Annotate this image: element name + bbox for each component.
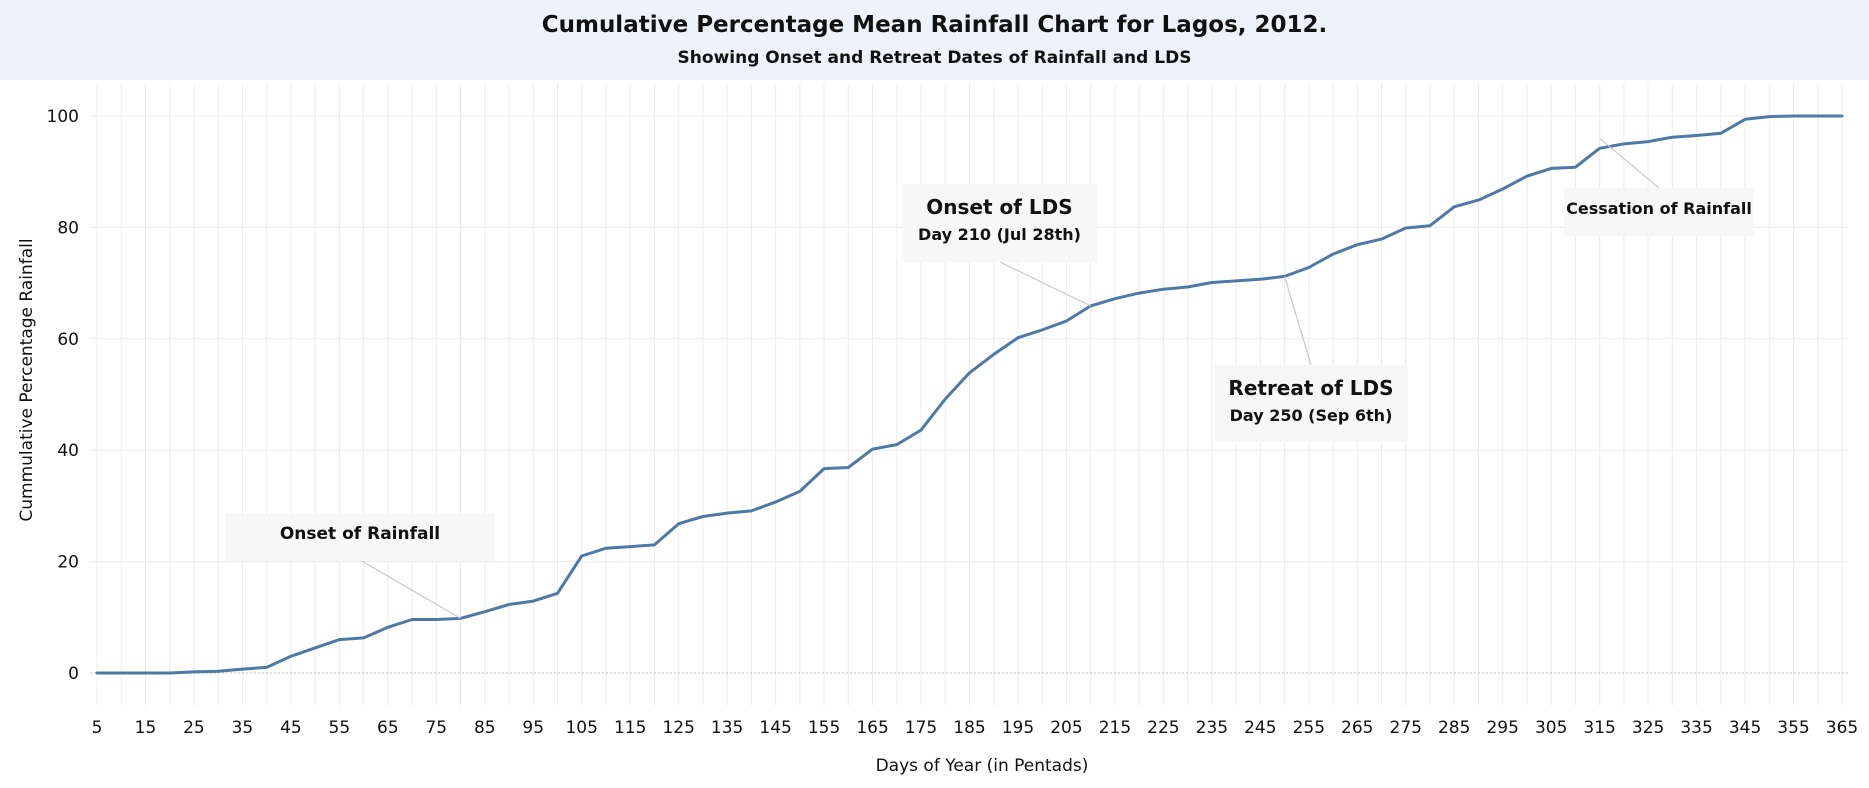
annotation-box (902, 184, 1097, 262)
y-axis: 0 20 40 60 80 100 (47, 107, 79, 684)
series-layer (95, 114, 1844, 675)
x-tick-label: 275 (1390, 718, 1422, 738)
x-tick-label: 35 (232, 718, 254, 738)
annotation-box (1564, 188, 1754, 236)
x-tick-label: 95 (522, 718, 544, 738)
x-tick-label: 115 (614, 718, 646, 738)
grid (90, 84, 1848, 705)
x-tick-label: 305 (1535, 718, 1567, 738)
x-tick-label: 65 (377, 718, 399, 738)
x-tick-label: 195 (1002, 718, 1034, 738)
x-tick-label: 325 (1632, 718, 1664, 738)
annotation-date: Day 210 (Jul 28th) (918, 225, 1081, 244)
annotation: Onset of Rainfall (225, 514, 495, 619)
y-axis-title: Cummulative Percentage Rainfall (17, 238, 37, 521)
x-tick-label: 55 (329, 718, 351, 738)
annotation-box (1214, 365, 1408, 442)
chart-subtitle: Showing Onset and Retreat Dates of Rainf… (677, 48, 1192, 68)
x-tick-label: 335 (1680, 718, 1712, 738)
x-tick-label: 205 (1050, 718, 1082, 738)
x-tick-label: 225 (1147, 718, 1179, 738)
annotation: Cessation of Rainfall (1564, 137, 1754, 236)
x-tick-label: 15 (135, 718, 157, 738)
annotation-title: Cessation of Rainfall (1566, 199, 1752, 218)
x-tick-label: 145 (759, 718, 791, 738)
x-tick-label: 235 (1196, 718, 1228, 738)
x-tick-label: 355 (1777, 718, 1809, 738)
y-tick-label: 20 (57, 553, 79, 573)
annotation-leader-line (999, 261, 1091, 307)
x-tick-label: 135 (711, 718, 743, 738)
x-axis: 5 15 25 35 45 55 65 75 85 95 105 115 125 135 145 155 165… (92, 718, 1859, 738)
annotations: Onset of Rainfall Onset of LDS Day 210 (Ju… (225, 137, 1754, 619)
x-tick-label: 365 (1826, 718, 1858, 738)
x-tick-label: 5 (92, 718, 103, 738)
annotation-box (225, 514, 495, 561)
annotation-leader-line (1283, 276, 1312, 366)
chart-header: Cumulative Percentage Mean Rainfall Char… (0, 0, 1869, 80)
x-tick-label: 265 (1341, 718, 1373, 738)
x-tick-label: 245 (1244, 718, 1276, 738)
x-tick-label: 255 (1293, 718, 1325, 738)
annotation-leader-line (1599, 137, 1660, 189)
x-tick-label: 25 (183, 718, 205, 738)
x-tick-label: 155 (808, 718, 840, 738)
y-tick-label: 60 (57, 330, 79, 350)
chart-title: Cumulative Percentage Mean Rainfall Char… (541, 12, 1328, 38)
x-tick-label: 165 (856, 718, 888, 738)
x-tick-label: 85 (474, 718, 496, 738)
annotation-title: Onset of LDS (926, 195, 1072, 219)
y-tick-label: 100 (47, 107, 79, 127)
series-line (95, 114, 1844, 675)
annotation-title: Retreat of LDS (1228, 376, 1393, 400)
x-tick-label: 315 (1583, 718, 1615, 738)
annotation: Retreat of LDS Day 250 (Sep 6th) (1214, 276, 1408, 442)
x-tick-label: 345 (1729, 718, 1761, 738)
y-tick-label: 0 (68, 664, 79, 684)
annotation-title: Onset of Rainfall (280, 524, 440, 544)
x-tick-label: 295 (1486, 718, 1518, 738)
annotation-date: Day 250 (Sep 6th) (1230, 406, 1393, 425)
x-tick-label: 45 (280, 718, 302, 738)
x-tick-label: 175 (905, 718, 937, 738)
x-tick-label: 105 (565, 718, 597, 738)
y-tick-label: 40 (57, 441, 79, 461)
x-tick-label: 185 (953, 718, 985, 738)
x-tick-label: 285 (1438, 718, 1470, 738)
annotation: Onset of LDS Day 210 (Jul 28th) (902, 184, 1097, 307)
x-axis-title: Days of Year (in Pentads) (876, 756, 1089, 776)
annotation-leader-line (359, 559, 461, 619)
x-tick-label: 125 (662, 718, 694, 738)
y-tick-label: 80 (57, 218, 79, 238)
x-tick-label: 75 (425, 718, 447, 738)
x-tick-label: 215 (1099, 718, 1131, 738)
